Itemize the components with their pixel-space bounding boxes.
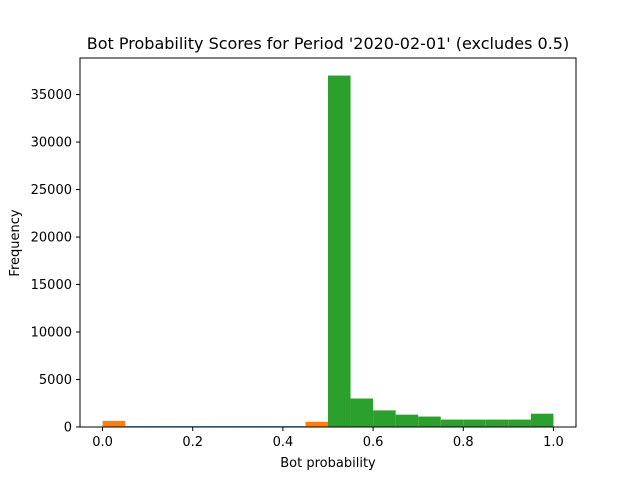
bars-layer (102, 75, 554, 428)
histogram-bar (395, 414, 419, 427)
histogram-bar (418, 416, 441, 427)
y-tick-label: 5000 (39, 373, 72, 388)
histogram-bar (485, 419, 509, 427)
y-axis-ticks: 0 5000 10000 15000 20000 25000 30000 35000 (31, 88, 80, 436)
histogram-bar (350, 398, 374, 427)
y-tick-label: 10000 (31, 326, 72, 341)
histogram-bar (305, 421, 328, 427)
chart-title: Bot Probability Scores for Period '2020-… (87, 34, 569, 53)
histogram-bar (530, 413, 554, 427)
plot-frame (79, 57, 577, 428)
x-tick-label: 0.0 (92, 435, 113, 450)
x-tick-label: 0.4 (273, 435, 294, 450)
x-tick-label: 0.6 (363, 435, 384, 450)
x-axis-label: Bot probability (280, 456, 376, 471)
x-tick-label: 1.0 (543, 435, 564, 450)
histogram-bar (463, 419, 486, 427)
y-tick-label: 35000 (31, 88, 72, 103)
y-tick-label: 30000 (31, 136, 72, 151)
x-tick-label: 0.2 (182, 435, 203, 450)
x-axis-ticks: 0.0 0.2 0.4 0.6 0.8 1.0 (92, 427, 564, 450)
y-axis-label: Frequency (8, 209, 23, 276)
x-tick-label: 0.8 (453, 435, 474, 450)
y-tick-label: 15000 (31, 278, 72, 293)
y-tick-label: 25000 (31, 183, 72, 198)
histogram-bar (328, 75, 351, 428)
y-tick-label: 0 (64, 421, 72, 436)
histogram-bar (373, 410, 396, 427)
histogram-bar (508, 419, 531, 427)
histogram-bar (102, 420, 126, 427)
histogram-bar (440, 419, 464, 427)
y-tick-label: 20000 (31, 231, 72, 246)
